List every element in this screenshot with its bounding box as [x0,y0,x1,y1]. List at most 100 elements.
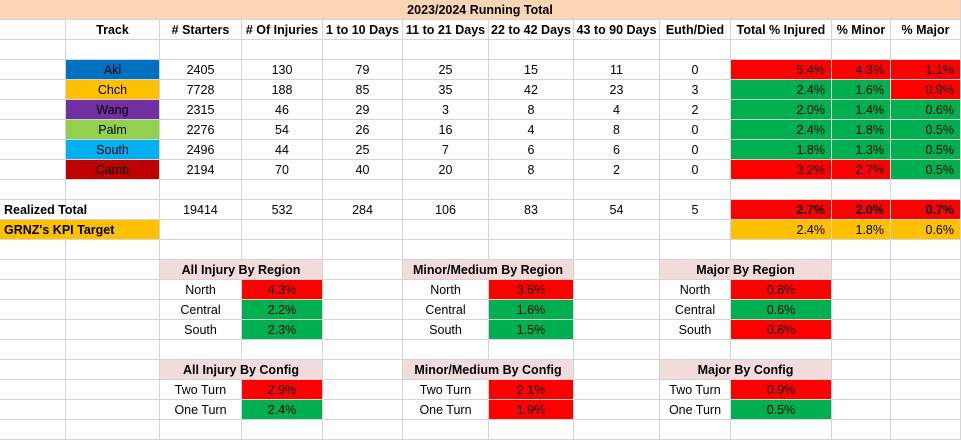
track-total-pct[interactable]: 3.2% [731,160,832,180]
empty-cell[interactable] [891,400,961,420]
track-name[interactable]: Chch [66,80,160,100]
realized-value[interactable]: 284 [323,200,403,220]
summary-row-label[interactable]: Two Turn [160,380,242,400]
summary-row-label[interactable]: Central [660,300,731,320]
empty-cell[interactable] [66,180,160,200]
empty-cell[interactable] [403,180,489,200]
empty-cell[interactable] [323,260,403,280]
empty-cell[interactable] [242,420,323,440]
empty-cell[interactable] [660,340,731,360]
track-value[interactable]: 188 [242,80,323,100]
track-value[interactable]: 85 [323,80,403,100]
empty-cell[interactable] [160,180,242,200]
track-minor-pct[interactable]: 1.4% [832,100,891,120]
track-value[interactable]: 46 [242,100,323,120]
summary-row-label[interactable]: One Turn [660,400,731,420]
realized-value[interactable]: 83 [489,200,574,220]
summary-row-label[interactable]: South [160,320,242,340]
empty-cell[interactable] [323,180,403,200]
summary-row-value[interactable]: 0.6% [731,300,832,320]
empty-cell[interactable] [323,240,403,260]
summary-row-label[interactable]: North [660,280,731,300]
summary-row-value[interactable]: 0.8% [731,280,832,300]
track-value[interactable]: 35 [403,80,489,100]
track-major-pct[interactable]: 1.1% [891,60,961,80]
empty-cell[interactable] [323,340,403,360]
track-name[interactable]: Wang [66,100,160,120]
track-minor-pct[interactable]: 1.3% [832,140,891,160]
track-value[interactable]: 25 [403,60,489,80]
empty-cell[interactable] [832,180,891,200]
empty-cell[interactable] [660,40,731,60]
empty-cell[interactable] [574,400,660,420]
empty-cell[interactable] [574,280,660,300]
track-value[interactable]: 70 [242,160,323,180]
track-value[interactable]: 0 [660,60,731,80]
empty-cell[interactable] [403,240,489,260]
empty-cell[interactable] [891,420,961,440]
summary-row-value[interactable]: 0.9% [731,380,832,400]
summary-row-label[interactable]: One Turn [403,400,489,420]
empty-cell[interactable] [731,340,832,360]
kpi-major-pct[interactable]: 0.6% [891,220,961,240]
empty-cell[interactable] [0,160,66,180]
empty-cell[interactable] [660,180,731,200]
summary-row-value[interactable]: 1.9% [489,400,574,420]
summary-row-value[interactable]: 2.9% [242,380,323,400]
empty-cell[interactable] [731,180,832,200]
empty-cell[interactable] [574,40,660,60]
empty-cell[interactable] [574,340,660,360]
realized-minor-pct[interactable]: 2.0% [832,200,891,220]
track-major-pct[interactable]: 0.5% [891,160,961,180]
column-header[interactable]: Euth/Died [660,20,731,40]
track-value[interactable]: 2496 [160,140,242,160]
empty-cell[interactable] [0,80,66,100]
empty-cell[interactable] [160,220,242,240]
empty-cell[interactable] [0,240,66,260]
track-total-pct[interactable]: 2.4% [731,80,832,100]
empty-cell[interactable] [832,340,891,360]
empty-cell[interactable] [489,240,574,260]
empty-cell[interactable] [891,180,961,200]
column-header[interactable]: % Major [891,20,961,40]
track-value[interactable]: 0 [660,160,731,180]
empty-cell[interactable] [323,320,403,340]
track-value[interactable]: 6 [574,140,660,160]
track-value[interactable]: 3 [660,80,731,100]
empty-cell[interactable] [160,40,242,60]
empty-cell[interactable] [891,40,961,60]
empty-cell[interactable] [574,420,660,440]
realized-value[interactable]: 5 [660,200,731,220]
empty-cell[interactable] [242,340,323,360]
empty-cell[interactable] [0,180,66,200]
track-value[interactable]: 11 [574,60,660,80]
empty-cell[interactable] [242,180,323,200]
empty-cell[interactable] [66,380,160,400]
empty-cell[interactable] [323,360,403,380]
empty-cell[interactable] [731,40,832,60]
summary-row-value[interactable]: 0.8% [731,320,832,340]
empty-cell[interactable] [403,420,489,440]
track-value[interactable]: 29 [323,100,403,120]
realized-value[interactable]: 54 [574,200,660,220]
empty-cell[interactable] [891,340,961,360]
track-value[interactable]: 42 [489,80,574,100]
empty-cell[interactable] [832,320,891,340]
empty-cell[interactable] [574,180,660,200]
track-value[interactable]: 2276 [160,120,242,140]
track-value[interactable]: 0 [660,140,731,160]
empty-cell[interactable] [832,420,891,440]
track-value[interactable]: 4 [489,120,574,140]
empty-cell[interactable] [0,360,66,380]
column-header[interactable]: 22 to 42 Days [489,20,574,40]
empty-cell[interactable] [0,380,66,400]
empty-cell[interactable] [0,280,66,300]
empty-cell[interactable] [832,380,891,400]
track-minor-pct[interactable]: 2.7% [832,160,891,180]
empty-cell[interactable] [574,260,660,280]
empty-cell[interactable] [66,40,160,60]
kpi-minor-pct[interactable]: 1.8% [832,220,891,240]
track-name[interactable]: Camb [66,160,160,180]
track-value[interactable]: 2 [660,100,731,120]
empty-cell[interactable] [891,240,961,260]
